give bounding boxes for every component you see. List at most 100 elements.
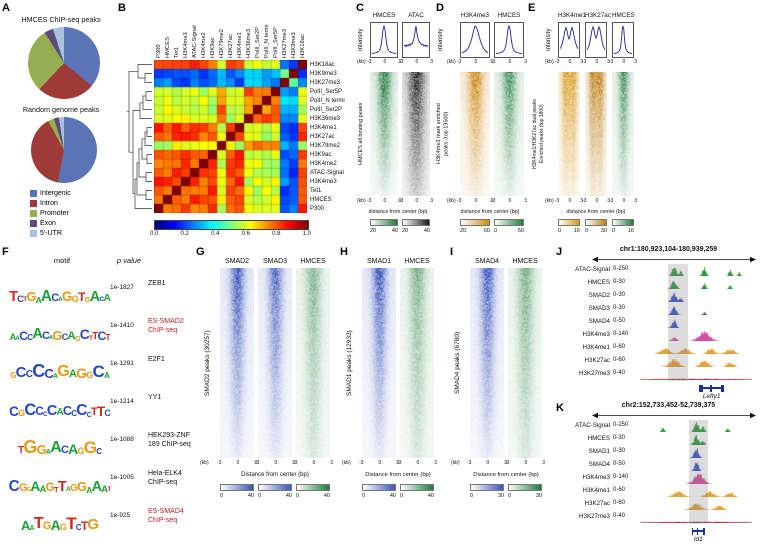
axis-tick: 3: [398, 59, 401, 65]
axis-tick: 3: [634, 198, 637, 204]
b-row-label: H3K27me3: [310, 79, 341, 86]
motif-letter: A: [103, 292, 111, 304]
axis-tick: 0: [622, 59, 626, 65]
legend-label: Intergenic: [40, 190, 71, 197]
track-name: H3K27me3: [579, 513, 610, 520]
gene-exon: [720, 384, 724, 392]
motif-letter: G: [26, 290, 37, 305]
legend-swatch: [30, 210, 37, 217]
motif-letter: G: [77, 446, 85, 456]
signal-heatmap: [460, 72, 490, 196]
signal-heatmap: [470, 268, 504, 458]
motif-letter: C: [99, 296, 105, 304]
motif-letter: A: [58, 297, 63, 304]
column-title: SMAD2: [224, 258, 250, 265]
colorbar-min: 0: [494, 228, 498, 234]
motif-letter: G: [61, 289, 73, 305]
track-name: H3K27me3: [579, 370, 610, 377]
motif-letter: C: [71, 408, 78, 418]
d-side-label: H3K4me3 mark enriched peaks (top 13500): [436, 72, 451, 196]
track-range: 0-50: [613, 461, 626, 467]
colorbar-min: 0: [296, 493, 300, 499]
axis-tick: 0: [622, 198, 626, 204]
axis-ticks: -3 0 3: [217, 460, 257, 466]
axis-tick: 3: [580, 59, 583, 65]
axis-ticks: -3 0 3: [609, 59, 637, 65]
b-column-label: H3K9ac: [210, 37, 216, 58]
motif-letter: C: [24, 400, 37, 419]
b-row-label: H3K36me3: [310, 115, 341, 122]
e-xlabel: distance from center (bp): [566, 209, 626, 215]
track-signal: [640, 330, 752, 341]
axis-tick: 0: [524, 460, 528, 466]
motif-letter: G: [18, 408, 26, 418]
track-signal: [640, 356, 752, 367]
axis-ticks: -3 0 3: [367, 59, 401, 65]
signal-heatmap: [494, 72, 524, 196]
gene-model: [691, 527, 705, 535]
axis-tick: 0: [508, 198, 512, 204]
motif-letter: G: [84, 295, 91, 305]
signal-heatmap: [508, 268, 542, 458]
colorbar-labels: 0 40: [296, 493, 330, 499]
signal-heatmap: [362, 268, 396, 458]
signal-heatmap: [370, 72, 398, 196]
motif-letter: G: [23, 437, 38, 457]
panel-a: A HMCES ChIP-seq peaks Random genome pea…: [2, 2, 116, 244]
motif-letter: A: [91, 478, 103, 495]
signal-heatmap: [296, 268, 330, 458]
axis-tick: -3: [367, 59, 372, 65]
signal-heatmap: [220, 268, 254, 458]
legend-label: 5'-UTR: [40, 230, 62, 237]
axis-tick: -3: [555, 198, 560, 204]
axis-tick: -3: [399, 59, 404, 65]
track-range: 0-30: [613, 435, 626, 441]
track-range: 0-60: [613, 344, 626, 350]
b-column-label: PolII_Ser5P: [273, 27, 279, 58]
profile-plot: [612, 22, 634, 58]
motif-letter: G: [36, 442, 47, 457]
d-xlabel: distance from center (bp): [460, 209, 520, 215]
motif-name: ES-SMAD4 ChIP-seq: [148, 508, 196, 525]
column-title: H3K4me3: [460, 12, 489, 19]
track-signal: [640, 447, 752, 458]
track-range: 0-60: [613, 500, 626, 506]
colorbar-labels: 0 30: [470, 493, 504, 499]
b-column-label: PolII_N termi: [264, 24, 270, 58]
colorbar-labels: 20 60: [460, 228, 490, 234]
motif-letter: T: [54, 485, 59, 495]
motif-letter: C: [8, 477, 20, 495]
b-colorbar-tick: 0.0: [150, 231, 159, 237]
motif-letter: C: [9, 403, 19, 419]
motif-letter: C: [17, 293, 24, 304]
colorbar-max: 40: [391, 228, 398, 234]
axis-tick: 3: [398, 198, 401, 204]
axis-tick: 3: [254, 460, 257, 466]
colorbar-max: 30: [535, 493, 542, 499]
column-title: SMAD1: [366, 258, 392, 265]
b-row-label: PolII_Ser5P: [310, 88, 343, 95]
motif-name-line: ChIP-seq: [148, 326, 178, 334]
column-title: HMCES: [497, 12, 521, 19]
colorbar-labels: 0 30: [508, 493, 542, 499]
gene-label: Id1: [693, 536, 703, 543]
legend-label: Exon: [40, 220, 56, 227]
panel-k-label: K: [556, 402, 564, 414]
profile-plot: [585, 22, 607, 58]
side-label-line: SMAD2 peaks (30257): [204, 330, 211, 396]
axis-tick: 0: [378, 460, 382, 466]
b-colorbar-tick: 0.4: [211, 231, 220, 237]
motif-letter: C: [51, 292, 60, 304]
dendrogram: [127, 64, 152, 209]
b-row-label: H3K79me2: [310, 142, 341, 149]
axis-tick: 0: [568, 59, 572, 65]
colorbar-max: 40: [247, 493, 254, 499]
side-label-line: SMAD1 peaks (12933): [346, 330, 353, 396]
track-name: H3K27ac: [584, 500, 610, 507]
signal-heatmap: [558, 72, 580, 196]
motif-letter: G: [45, 480, 55, 495]
pie-random-genome-peaks: [31, 117, 97, 183]
track-name: H3K4me3: [582, 331, 610, 338]
axis-tick: 3: [524, 59, 527, 65]
